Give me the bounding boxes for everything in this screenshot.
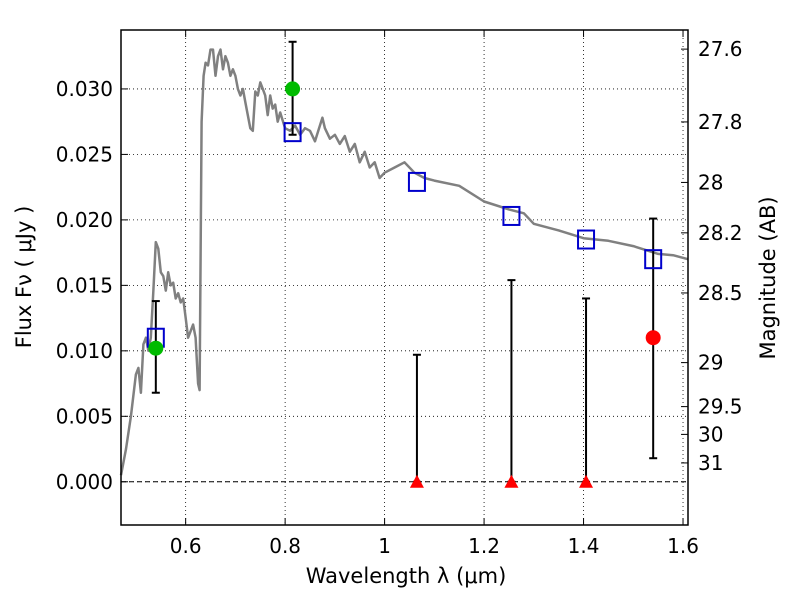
- upper-limit-triangle: [504, 474, 519, 488]
- right-tick-label: 28.5: [698, 281, 743, 305]
- spectrum-layer: [119, 48, 689, 476]
- right-tick-label: 30: [698, 422, 723, 446]
- model-spectrum-line: [119, 48, 689, 476]
- y-tick-label: 0.015: [56, 273, 113, 297]
- detection-point: [285, 81, 301, 97]
- y-tick-label: 0.010: [56, 339, 113, 363]
- upper-limit-triangle: [409, 474, 424, 488]
- right-tick-label: 28: [698, 170, 723, 194]
- y-tick-label: 0.000: [56, 470, 113, 494]
- tick-layer: 0.6 0.8 1 1.2 1.4 1.6 0.000 0.005 0.010 0.015 0.02…: [56, 30, 743, 558]
- right-tick-label: 29: [698, 351, 723, 375]
- right-tick-label: 28.2: [698, 221, 743, 245]
- right-tick-label: 27.8: [698, 110, 743, 134]
- model-flux-square: [577, 229, 596, 250]
- marker-layer: [146, 81, 663, 488]
- right-tick-label: 27.6: [698, 37, 743, 61]
- y-axis-label: Flux Fν ( μJy ): [12, 206, 36, 349]
- x-axis-label: Wavelength λ (μm): [306, 564, 507, 588]
- plot-frame: [120, 29, 689, 526]
- right-axis-label: Magnitude (AB): [756, 196, 780, 359]
- model-flux-square: [502, 205, 521, 226]
- x-tick-label: 1: [378, 534, 391, 558]
- y-tick-label: 0.020: [56, 208, 113, 232]
- model-flux-square: [283, 122, 302, 143]
- y-tick-label: 0.025: [56, 142, 113, 166]
- x-tick-label: 1.4: [568, 534, 600, 558]
- detection-point: [148, 340, 164, 356]
- x-tick-label: 1.2: [468, 534, 500, 558]
- right-tick-label: 31: [698, 451, 723, 475]
- y-tick-label: 0.005: [56, 404, 113, 428]
- x-tick-label: 0.8: [269, 534, 301, 558]
- model-flux-square: [644, 249, 663, 270]
- detection-point: [645, 330, 661, 346]
- upper-limit-triangle: [579, 474, 594, 488]
- right-tick-label: 29.5: [698, 395, 743, 419]
- x-tick-label: 1.6: [667, 534, 699, 558]
- y-tick-label: 0.030: [56, 77, 113, 101]
- x-tick-label: 0.6: [170, 534, 202, 558]
- model-flux-square: [407, 171, 426, 192]
